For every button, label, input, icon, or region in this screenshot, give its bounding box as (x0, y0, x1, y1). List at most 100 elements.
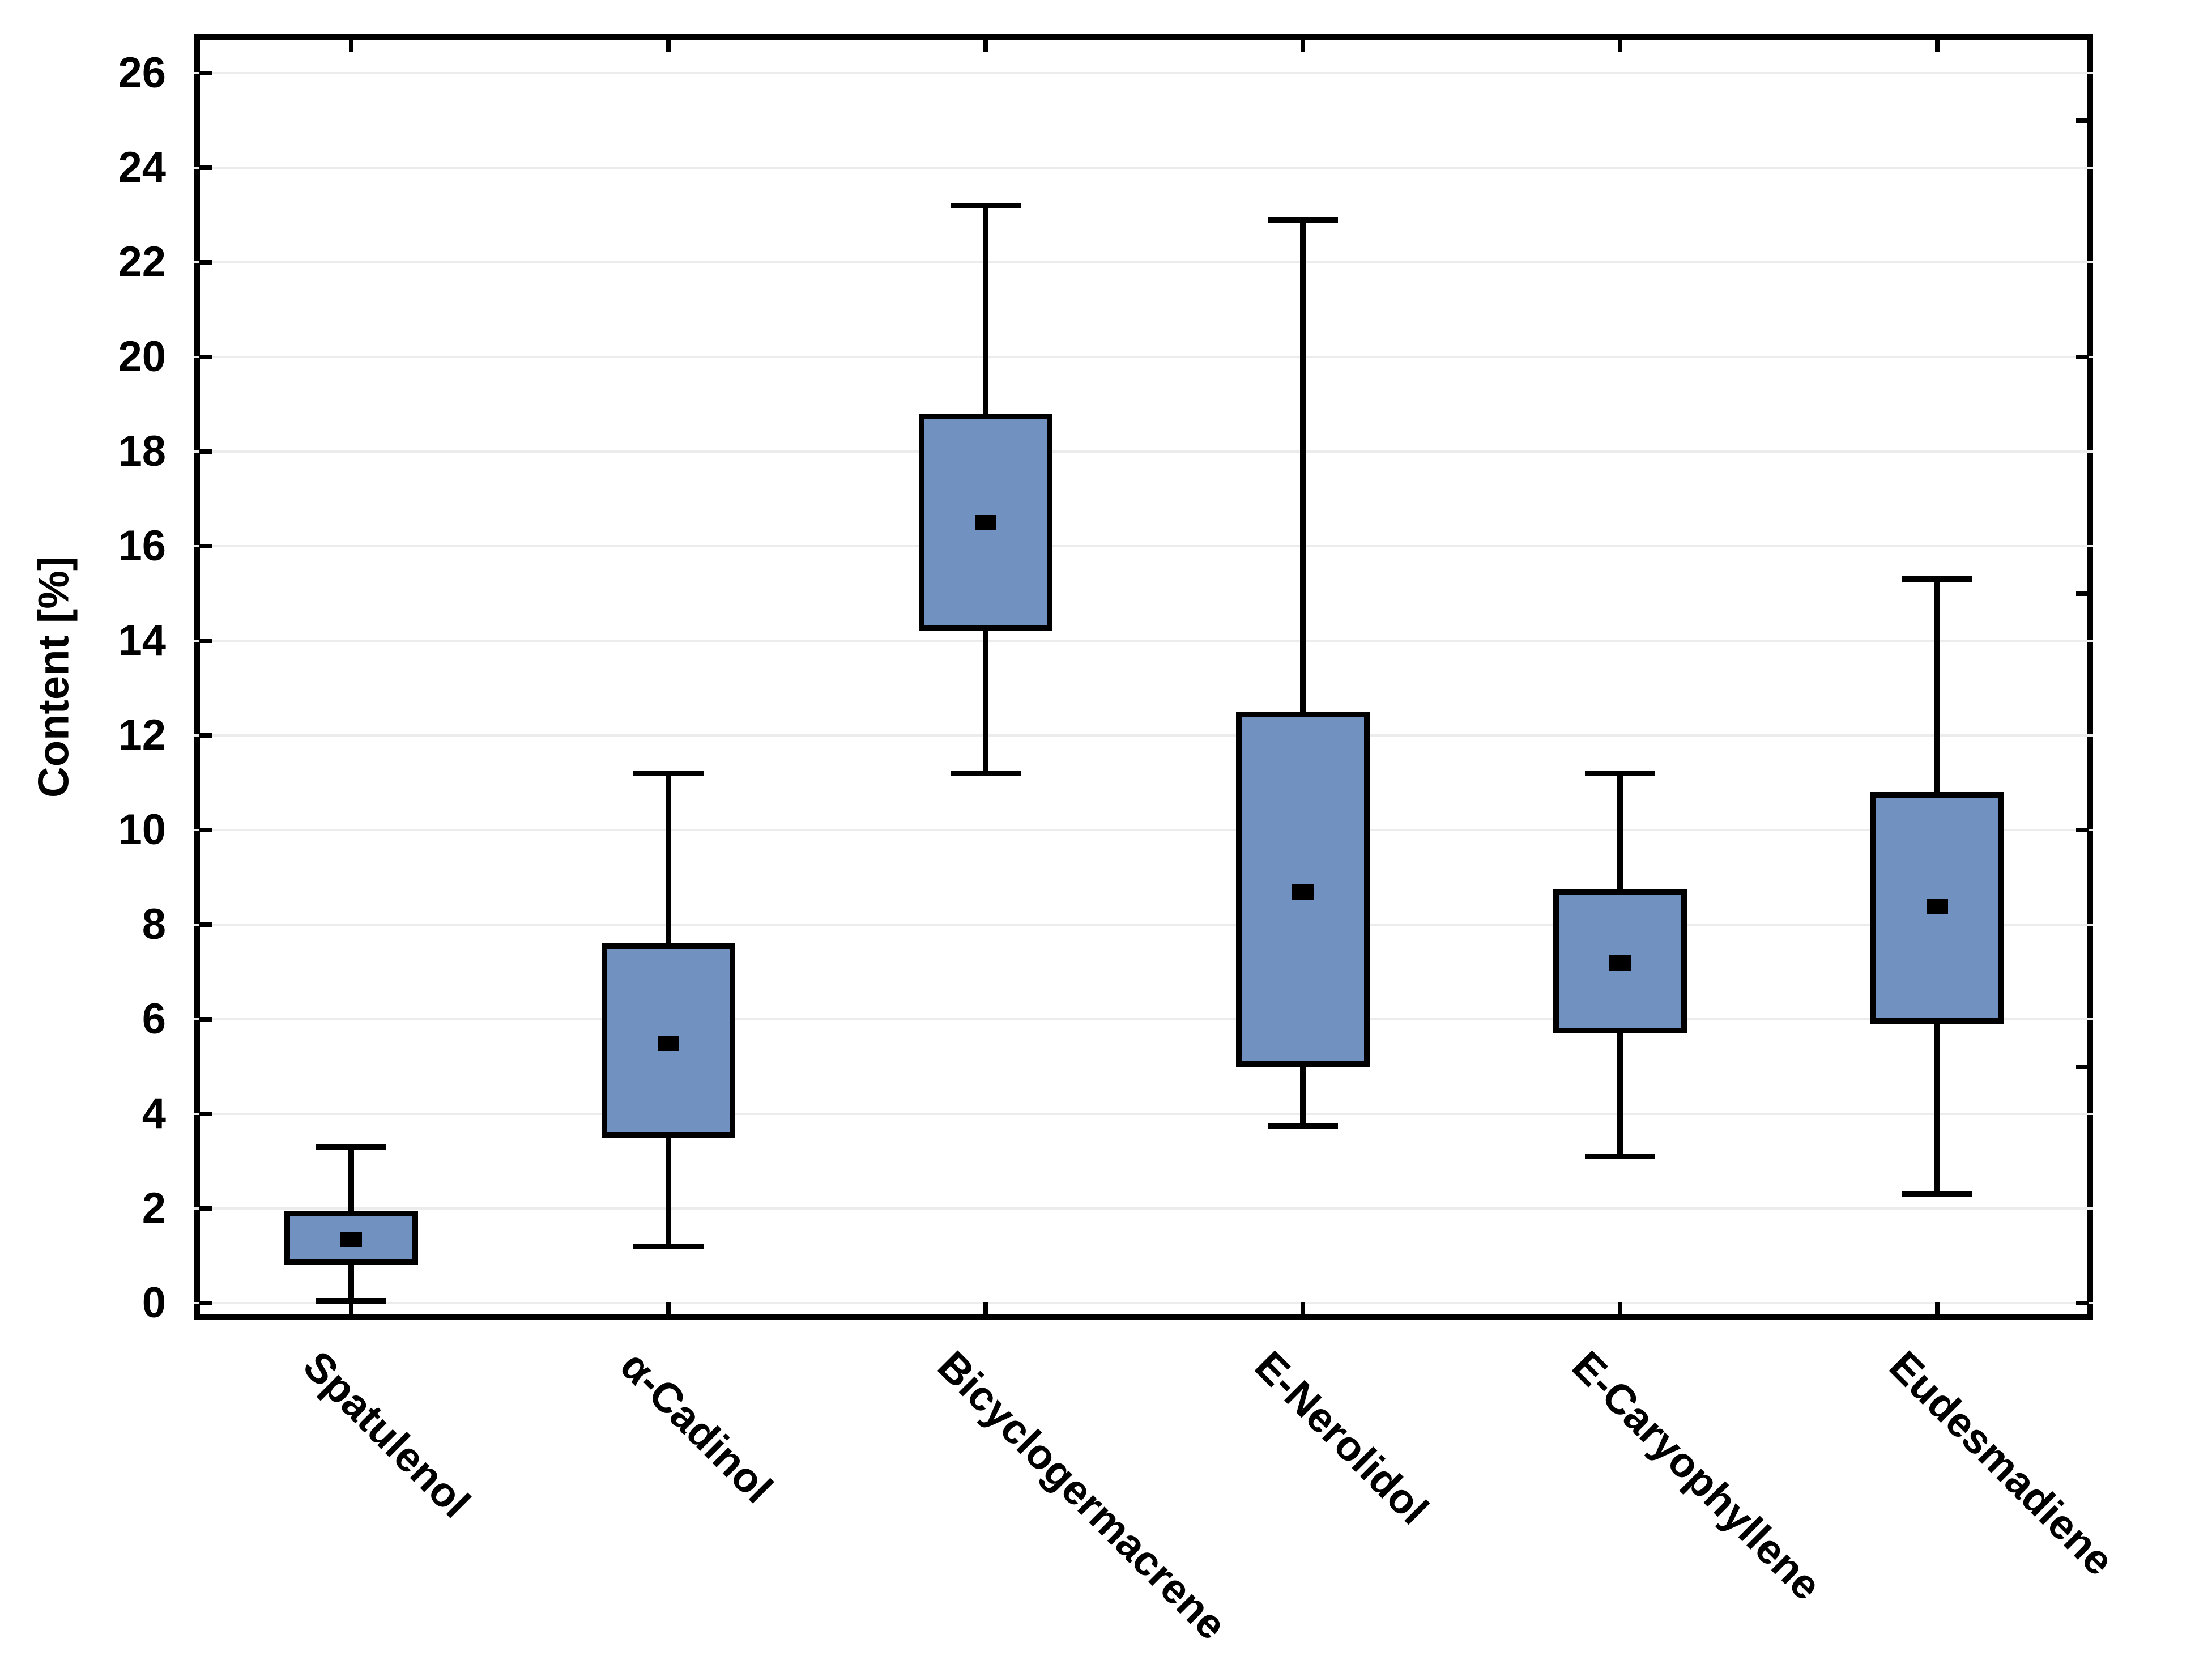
lower-whisker-line (983, 631, 988, 773)
category-label-0: Spatulenol (294, 1342, 479, 1527)
y-axis-tick-2 (199, 1206, 212, 1211)
upper-whisker-line (348, 1147, 354, 1211)
lower-whisker-cap (1268, 1122, 1338, 1129)
gridline-y10 (194, 829, 2093, 831)
top-category-tick-3 (1301, 39, 1305, 52)
y-tick-label-24: 24 (118, 143, 166, 191)
lower-whisker-cap (1585, 1154, 1655, 1160)
bottom-category-tick-5 (1935, 1302, 1940, 1316)
right-axis-tick-20 (2076, 355, 2089, 359)
upper-whisker-cap (1585, 770, 1655, 776)
y-tick-label-26: 26 (118, 49, 166, 97)
gridline-y26 (194, 72, 2093, 74)
bottom-category-tick-3 (1301, 1302, 1305, 1316)
upper-whisker-line (666, 773, 671, 944)
right-axis-tick-5 (2076, 1064, 2089, 1069)
right-axis-tick-0 (2076, 1301, 2089, 1305)
mean-marker (1927, 898, 1948, 914)
right-axis-tick-15 (2076, 591, 2089, 596)
upper-whisker-cap (1902, 576, 1972, 582)
plot-area (194, 34, 2093, 1320)
category-label-4: E-Caryophyllene (1563, 1342, 1831, 1610)
y-tick-label-22: 22 (118, 238, 166, 286)
category-label-5: Eudesmadiene (1880, 1342, 2123, 1585)
gridline-y16 (194, 545, 2093, 547)
bottom-category-tick-0 (349, 1302, 353, 1316)
lower-whisker-line (348, 1265, 354, 1301)
gridline-y24 (194, 167, 2093, 169)
upper-whisker-cap (316, 1144, 386, 1150)
y-axis-tick-4 (199, 1112, 212, 1116)
gridline-y0 (194, 1302, 2093, 1304)
upper-whisker-cap (1268, 216, 1338, 223)
y-axis-tick-22 (199, 260, 212, 265)
y-tick-label-14: 14 (118, 616, 166, 665)
upper-whisker-line (1934, 579, 1940, 793)
category-label-1: α-Cadinol (611, 1342, 782, 1512)
top-category-tick-5 (1935, 39, 1940, 52)
gridline-y4 (194, 1113, 2093, 1115)
bottom-category-tick-4 (1618, 1302, 1622, 1316)
lower-whisker-line (666, 1137, 671, 1246)
iqr-box (284, 1211, 418, 1266)
upper-whisker-cap (951, 202, 1021, 208)
mean-marker (340, 1232, 362, 1248)
gridline-y14 (194, 640, 2093, 642)
y-axis-tick-10 (199, 828, 212, 832)
top-category-tick-1 (666, 39, 671, 52)
top-category-tick-4 (1618, 39, 1622, 52)
y-tick-label-2: 2 (142, 1184, 166, 1232)
upper-whisker-cap (633, 770, 704, 776)
y-axis-title: Content [%] (29, 556, 78, 798)
y-tick-label-18: 18 (118, 427, 166, 475)
top-category-tick-2 (983, 39, 988, 52)
category-label-2: Bicyclogermacrene (928, 1342, 1236, 1649)
bottom-category-tick-2 (983, 1302, 988, 1316)
lower-whisker-line (1934, 1024, 1940, 1194)
y-tick-label-10: 10 (118, 806, 166, 854)
lower-whisker-cap (951, 770, 1021, 776)
category-label-3: E-Nerolidol (1246, 1342, 1438, 1534)
gridline-y2 (194, 1207, 2093, 1210)
y-axis-tick-16 (199, 544, 212, 548)
lower-whisker-line (1300, 1066, 1306, 1126)
mean-marker (1292, 884, 1314, 900)
gridline-y20 (194, 356, 2093, 358)
right-axis-tick-25 (2076, 118, 2089, 123)
y-tick-label-8: 8 (142, 900, 166, 948)
lower-whisker-cap (316, 1297, 386, 1304)
y-tick-label-6: 6 (142, 995, 166, 1043)
gridline-y8 (194, 924, 2093, 926)
y-axis-tick-26 (199, 71, 212, 75)
upper-whisker-line (1300, 219, 1306, 712)
mean-marker (1609, 955, 1631, 971)
y-axis-tick-18 (199, 449, 212, 454)
y-axis-tick-14 (199, 639, 212, 643)
top-category-tick-0 (349, 39, 353, 52)
y-tick-label-20: 20 (118, 333, 166, 381)
lower-whisker-cap (1902, 1191, 1972, 1197)
y-tick-label-0: 0 (142, 1279, 166, 1327)
gridline-y12 (194, 734, 2093, 737)
lower-whisker-line (1617, 1033, 1623, 1157)
upper-whisker-line (1617, 773, 1623, 890)
y-axis-tick-12 (199, 733, 212, 738)
gridline-y18 (194, 450, 2093, 453)
gridline-y22 (194, 261, 2093, 263)
y-axis-tick-20 (199, 355, 212, 359)
y-axis-tick-0 (199, 1301, 212, 1305)
lower-whisker-cap (633, 1243, 704, 1249)
y-tick-label-12: 12 (118, 711, 166, 759)
plot-frame (194, 34, 2093, 1320)
upper-whisker-line (983, 205, 988, 414)
y-tick-label-4: 4 (142, 1090, 166, 1138)
y-axis-tick-6 (199, 1017, 212, 1022)
gridline-y6 (194, 1018, 2093, 1020)
y-axis-tick-24 (199, 165, 212, 170)
right-axis-tick-10 (2076, 828, 2089, 832)
mean-marker (975, 515, 996, 531)
mean-marker (658, 1035, 679, 1051)
y-tick-label-16: 16 (118, 522, 166, 570)
bottom-category-tick-1 (666, 1302, 671, 1316)
